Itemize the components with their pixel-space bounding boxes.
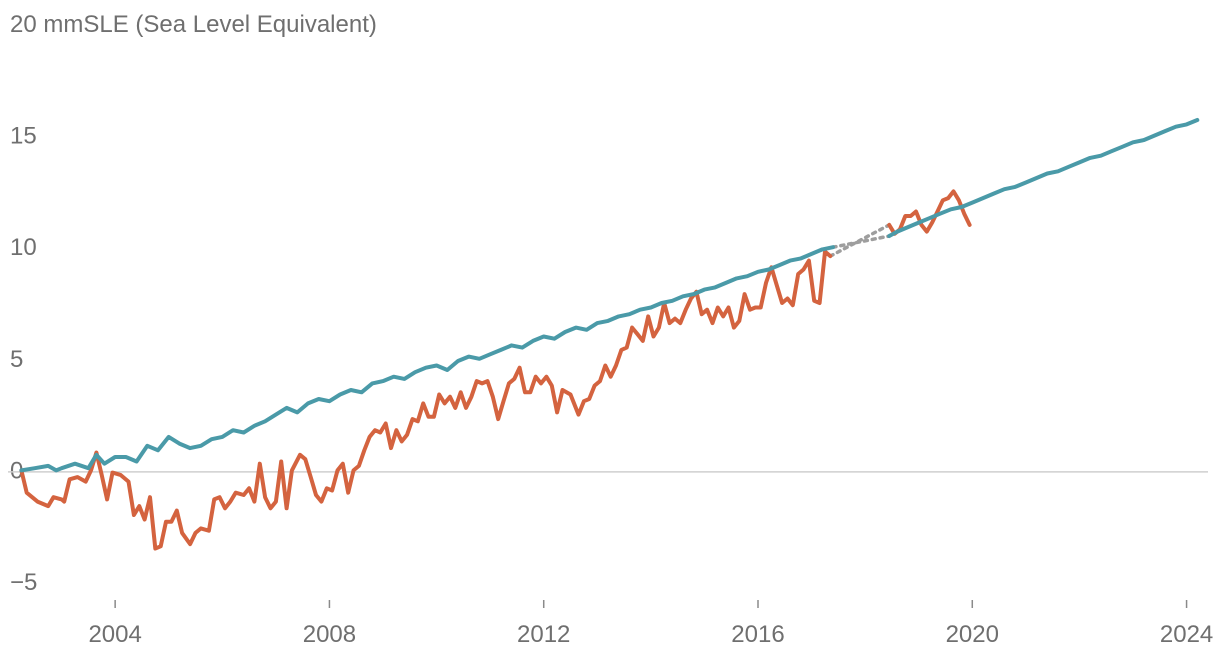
series-1-line-segment-2: [887, 189, 972, 236]
y-axis-label-and-top-tick: 20 mmSLE (Sea Level Equivalent): [10, 11, 377, 38]
y-axis-tick-labels: 20 mmSLE (Sea Level Equivalent) 15 10 5 0 −5: [10, 11, 377, 596]
series-2-line-segment-2: [887, 118, 1200, 238]
series-2-gap-connector: [831, 234, 891, 249]
y-tick-label: 10: [10, 234, 37, 261]
x-axis: 2004 2008 2012 2016 2020 2024: [88, 600, 1213, 648]
y-tick-label: 5: [10, 346, 23, 373]
x-tick-label: 2016: [731, 621, 784, 648]
series-lines: [19, 118, 1200, 551]
series-1-line-segment-1: [19, 249, 833, 551]
y-tick-label: −5: [10, 569, 37, 596]
y-tick-label: 15: [10, 123, 37, 150]
x-tick-label: 2012: [517, 621, 570, 648]
x-tick-label: 2024: [1160, 621, 1213, 648]
y-tick-label: 0: [10, 457, 23, 484]
x-tick-label: 2008: [303, 621, 356, 648]
data-gap-connectors: [828, 223, 891, 258]
series-2-line-segment-1: [19, 245, 835, 473]
x-tick-label: 2004: [88, 621, 141, 648]
x-tick-label: 2020: [946, 621, 999, 648]
